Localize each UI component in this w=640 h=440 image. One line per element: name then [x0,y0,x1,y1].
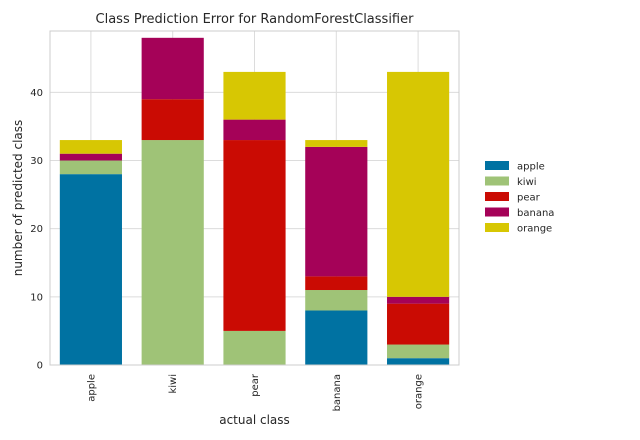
bar-banana-pear [305,276,368,291]
bar-pear-banana [223,119,286,141]
bar-orange-orange [387,71,450,297]
bar-kiwi-pear [141,99,204,141]
bar-apple-orange [59,140,122,154]
chart-title: Class Prediction Error for RandomForestC… [96,12,415,27]
legend-label-apple: apple [517,162,545,173]
bar-kiwi-banana [141,37,204,100]
bars [59,37,450,365]
legend-swatch-banana [485,207,509,217]
bar-pear-pear [223,140,286,331]
legend-swatch-pear [485,192,509,201]
x-tick-label: kiwi [168,374,179,394]
legend-label-pear: pear [517,193,541,204]
bar-banana-apple [305,310,368,365]
y-tick-label: 10 [30,292,43,303]
bar-apple-kiwi [59,160,122,175]
bar-banana-banana [305,146,368,277]
legend-swatch-kiwi [485,176,509,186]
bar-orange-kiwi [387,344,450,359]
y-tick-label: 0 [37,361,43,372]
x-axis-ticks: apple kiwi pear banana orange [86,373,424,411]
y-tick-label: 20 [30,224,43,235]
plot-frame [49,30,460,366]
bar-apple-banana [59,153,122,161]
legend-label-kiwi: kiwi [517,177,537,188]
bar-banana-kiwi [305,290,368,311]
x-axis-label: actual class [219,413,290,427]
bar-apple-apple [59,174,122,365]
bar-orange-banana [387,296,450,304]
x-tick-label: pear [250,373,261,397]
y-tick-label: 40 [30,88,43,99]
bar-orange-apple [387,358,450,365]
x-tick-label: orange [414,374,425,409]
bar-pear-kiwi [223,330,286,365]
legend-swatch-apple [485,161,509,170]
y-tick-label: 30 [30,156,43,167]
bar-banana-orange [305,140,368,147]
legend-label-orange: orange [517,224,552,235]
legend-label-banana: banana [517,208,554,219]
legend: apple kiwi pear banana orange [485,161,554,235]
x-tick-label: apple [86,374,97,402]
legend-swatch-orange [485,223,509,232]
y-axis-ticks: 0 10 20 30 40 [30,88,43,372]
x-tick-label: banana [332,374,343,411]
bar-kiwi-kiwi [141,140,204,365]
y-axis-label: number of predicted class [11,120,25,277]
bar-pear-orange [223,71,286,120]
bar-orange-pear [387,303,450,345]
